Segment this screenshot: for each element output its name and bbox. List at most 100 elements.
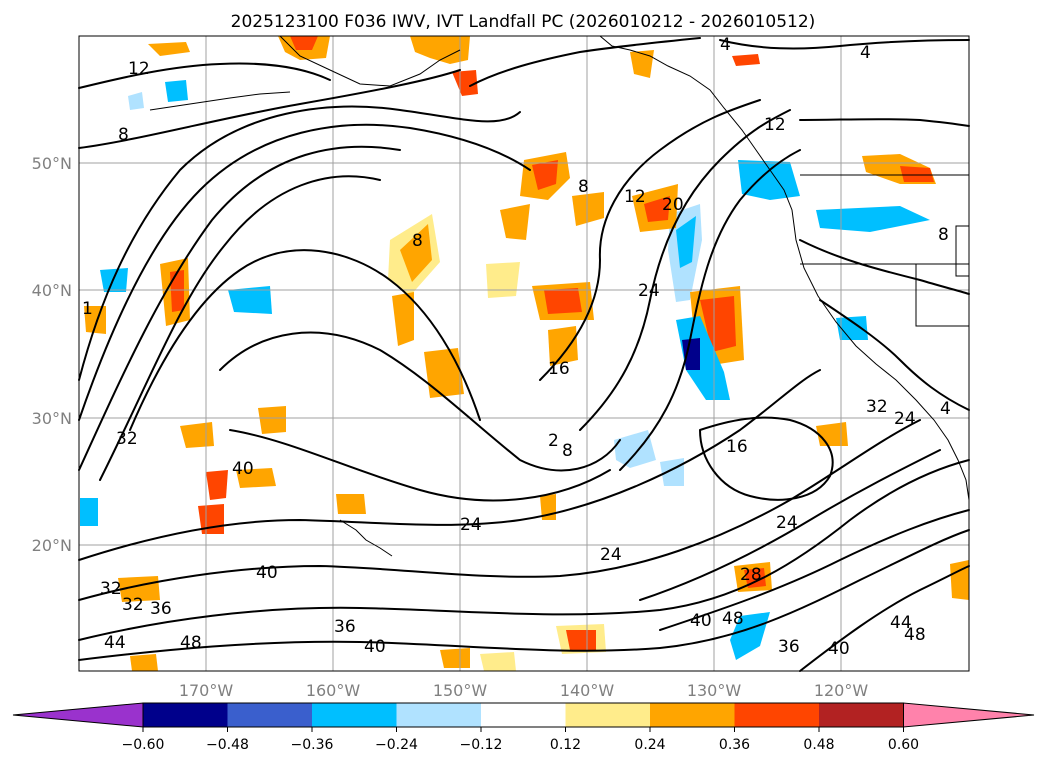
contour-labels: 12 4 4 12 8 8 12 20 8 24 16 32 40 2 8 16… bbox=[82, 35, 951, 659]
shade-positive-patch bbox=[400, 224, 432, 282]
contour-label: 40 bbox=[690, 611, 712, 631]
contour-label: 48 bbox=[180, 633, 202, 653]
contour-label: 28 bbox=[740, 565, 762, 585]
shade-positive-patch bbox=[452, 70, 478, 96]
iwv-contour bbox=[799, 565, 970, 672]
gridlines bbox=[79, 36, 969, 671]
contour-label: 12 bbox=[624, 187, 646, 207]
lat-label: 30°N bbox=[32, 409, 72, 428]
colorbar-tick-label: −0.60 bbox=[122, 737, 165, 753]
contour-label: 24 bbox=[776, 513, 798, 533]
colorbar-tick-label: 0.36 bbox=[719, 737, 750, 753]
contour-label: 40 bbox=[256, 563, 278, 583]
shade-positive-patch bbox=[440, 648, 470, 668]
contour-label: 4 bbox=[860, 43, 871, 63]
contour-label: 36 bbox=[150, 599, 172, 619]
contour-label: 32 bbox=[100, 579, 122, 599]
shade-negative-patch bbox=[80, 498, 98, 526]
colorbar-segment bbox=[227, 703, 312, 727]
contour-label: 12 bbox=[764, 115, 786, 135]
contour-label: 24 bbox=[638, 281, 660, 301]
hawaii-islands bbox=[339, 519, 393, 557]
iwv-contour bbox=[78, 123, 531, 421]
iwv-contour bbox=[78, 369, 821, 561]
map-frame bbox=[78, 35, 970, 672]
lon-label: 160°W bbox=[306, 681, 361, 700]
colorbar-segment bbox=[650, 703, 735, 727]
colorbar-segment bbox=[143, 703, 228, 727]
shade-positive-patch bbox=[644, 196, 670, 222]
colorbar-segment bbox=[396, 703, 481, 727]
contour-label: 24 bbox=[894, 409, 916, 429]
iwv-contour bbox=[699, 416, 834, 501]
shade-positive-patch bbox=[744, 568, 766, 588]
colorbar-segment bbox=[312, 703, 397, 727]
shade-positive-patch bbox=[950, 560, 969, 600]
shade-positive-patch bbox=[180, 422, 214, 448]
colorbar: −0.60 −0.48 −0.36 −0.24 −0.12 0.12 0.24 0.36 0.4… bbox=[12, 702, 1035, 753]
iwv-contour bbox=[579, 109, 791, 431]
shade-positive-patch bbox=[532, 160, 558, 190]
map-panel: 12 4 4 12 8 8 12 20 8 24 16 32 40 2 8 16… bbox=[78, 35, 970, 672]
shade-positive-patch bbox=[130, 654, 158, 671]
shade-positive-patch bbox=[392, 292, 414, 346]
contour-label: 36 bbox=[778, 637, 800, 657]
contour-label: 16 bbox=[726, 437, 748, 457]
latitude-labels: 50°N 40°N 30°N 20°N bbox=[32, 154, 72, 555]
alaska-coastline bbox=[279, 35, 461, 87]
shade-positive-patch bbox=[544, 288, 582, 314]
contour-label: 8 bbox=[578, 177, 589, 197]
iwv-contour bbox=[78, 419, 921, 601]
contour-label: 12 bbox=[128, 59, 150, 79]
contour-label: 32 bbox=[866, 397, 888, 417]
shade-positive-patch bbox=[572, 192, 604, 226]
probability-shading bbox=[80, 36, 969, 671]
contour-label: 32 bbox=[122, 595, 144, 615]
colorbar-tick-label: 0.24 bbox=[634, 737, 665, 753]
colorbar-tick-label: −0.48 bbox=[206, 737, 249, 753]
iwv-contour bbox=[219, 331, 621, 472]
iwv-contour bbox=[229, 429, 611, 502]
colorbar-extend-high bbox=[903, 702, 1035, 728]
shade-negative-patch bbox=[228, 286, 272, 314]
shade-positive-patch bbox=[630, 50, 654, 78]
iwv-contour bbox=[659, 509, 970, 631]
colorbar-tick-label: −0.12 bbox=[460, 737, 503, 753]
contour-label: 16 bbox=[548, 359, 570, 379]
colorbar-tick-label: 0.60 bbox=[888, 737, 919, 753]
contour-label: 8 bbox=[118, 125, 129, 145]
lon-label: 140°W bbox=[560, 681, 615, 700]
shade-negative-patch bbox=[738, 160, 800, 200]
iwv-contour bbox=[799, 118, 970, 127]
colorbar-segment bbox=[481, 703, 566, 727]
shade-positive-patch bbox=[480, 652, 516, 671]
aleutian-islands bbox=[149, 91, 291, 111]
contour-label: 32 bbox=[116, 429, 138, 449]
shade-negative-patch bbox=[660, 458, 684, 486]
contour-label: 40 bbox=[364, 637, 386, 657]
colorbar-segment bbox=[734, 703, 819, 727]
shade-positive-patch bbox=[548, 326, 578, 366]
shade-positive-patch bbox=[816, 422, 848, 446]
lat-label: 50°N bbox=[32, 154, 72, 173]
colorbar-segment bbox=[565, 703, 650, 727]
shade-positive-patch bbox=[410, 36, 470, 64]
shade-positive-patch bbox=[236, 468, 276, 488]
contour-label: 24 bbox=[600, 545, 622, 565]
contour-label: 40 bbox=[828, 639, 850, 659]
shade-positive-patch bbox=[900, 166, 934, 182]
shade-negative-patch bbox=[128, 92, 144, 110]
shade-positive-patch bbox=[290, 36, 318, 50]
contour-label: 4 bbox=[940, 399, 951, 419]
colorbar-tick-label: 0.12 bbox=[550, 737, 581, 753]
shade-positive-patch bbox=[486, 262, 520, 298]
shade-positive-patch bbox=[500, 204, 530, 240]
colorbar-extend-low bbox=[12, 702, 144, 728]
iwv-contour bbox=[719, 39, 970, 50]
contour-label: 44 bbox=[104, 633, 126, 653]
contour-label: 48 bbox=[904, 625, 926, 645]
colorbar-border bbox=[142, 702, 904, 728]
iwv-contour bbox=[639, 449, 941, 601]
iwv-contour bbox=[78, 105, 521, 381]
